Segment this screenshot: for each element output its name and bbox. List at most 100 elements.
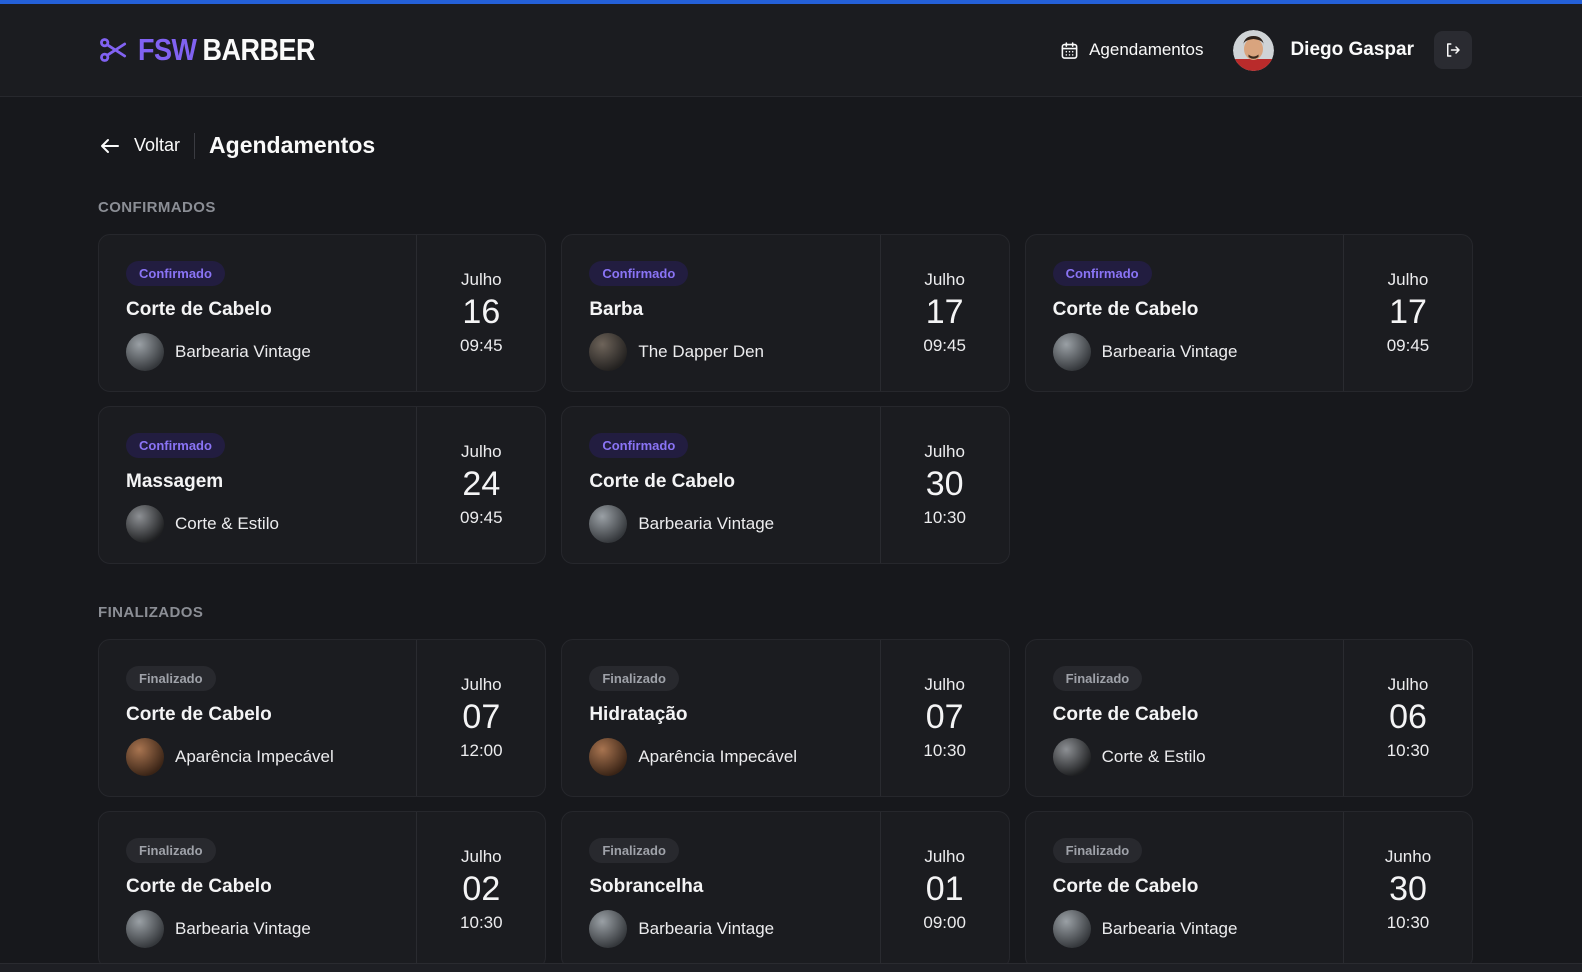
date-month: Julho bbox=[1387, 675, 1429, 695]
status-badge: Finalizado bbox=[126, 666, 216, 691]
date-month: Julho bbox=[461, 675, 502, 695]
barbershop-row: Barbearia Vintage bbox=[126, 910, 416, 948]
back-button[interactable]: Voltar bbox=[98, 134, 180, 158]
logout-button[interactable] bbox=[1434, 31, 1472, 69]
sections: CONFIRMADOS Confirmado Corte de Cabelo B… bbox=[98, 199, 1473, 969]
date-day: 01 bbox=[925, 870, 964, 909]
booking-card[interactable]: Confirmado Barba The Dapper Den Julho 17… bbox=[561, 234, 1010, 392]
service-name: Corte de Cabelo bbox=[1052, 876, 1199, 897]
barbershop-avatar bbox=[1052, 333, 1091, 371]
barbershop-row: Aparência Impecável bbox=[589, 738, 879, 776]
booking-card[interactable]: Finalizado Corte de Cabelo Barbearia Vin… bbox=[1024, 811, 1473, 969]
barbershop-avatar bbox=[1052, 910, 1091, 948]
date-month: Julho bbox=[924, 675, 965, 695]
service-name: Barba bbox=[589, 299, 644, 320]
date-month: Julho bbox=[1387, 270, 1429, 290]
date-month: Julho bbox=[461, 442, 502, 462]
card-info: Confirmado Corte de Cabelo Barbearia Vin… bbox=[99, 235, 416, 391]
barbershop-avatar bbox=[589, 505, 628, 543]
barbershop-avatar bbox=[589, 738, 628, 776]
user-name: Diego Gaspar bbox=[1290, 39, 1414, 60]
breadcrumb-divider bbox=[194, 132, 196, 159]
booking-card[interactable]: Finalizado Hidratação Aparência Impecáve… bbox=[561, 639, 1010, 797]
card-date: Julho 07 12:00 bbox=[416, 640, 545, 796]
date-day: 30 bbox=[1389, 870, 1427, 909]
barbershop-row: Barbearia Vintage bbox=[589, 910, 879, 948]
barbershop-name: Aparência Impecável bbox=[638, 747, 798, 766]
cards-grid: Finalizado Corte de Cabelo Aparência Imp… bbox=[98, 639, 1473, 969]
date-time: 09:45 bbox=[460, 507, 503, 527]
status-badge: Confirmado bbox=[1052, 261, 1152, 286]
booking-card[interactable]: Finalizado Sobrancelha Barbearia Vintage… bbox=[561, 811, 1010, 969]
calendar-icon bbox=[1061, 41, 1078, 59]
back-label: Voltar bbox=[134, 135, 181, 155]
arrow-left-icon bbox=[101, 138, 119, 153]
date-month: Julho bbox=[924, 270, 965, 290]
barbershop-avatar bbox=[589, 333, 628, 371]
service-name: Corte de Cabelo bbox=[589, 471, 736, 492]
status-badge: Confirmado bbox=[126, 261, 225, 286]
date-month: Junho bbox=[1384, 847, 1432, 867]
booking-section: CONFIRMADOS Confirmado Corte de Cabelo B… bbox=[98, 199, 1473, 564]
booking-card[interactable]: Confirmado Corte de Cabelo Barbearia Vin… bbox=[1024, 234, 1473, 392]
barbershop-name: Barbearia Vintage bbox=[175, 919, 311, 938]
status-badge: Finalizado bbox=[126, 838, 216, 863]
section-label: FINALIZADOS bbox=[98, 604, 204, 621]
card-date: Julho 07 10:30 bbox=[879, 640, 1009, 796]
barbershop-avatar bbox=[126, 910, 164, 948]
booking-card[interactable]: Finalizado Corte de Cabelo Corte & Estil… bbox=[1024, 639, 1473, 797]
barbershop-name: Barbearia Vintage bbox=[1101, 919, 1238, 938]
scissors-icon bbox=[100, 38, 127, 62]
card-date: Junho 30 10:30 bbox=[1343, 812, 1472, 968]
barbershop-row: Aparência Impecável bbox=[126, 738, 416, 776]
service-name: Corte de Cabelo bbox=[126, 876, 272, 897]
date-time: 10:30 bbox=[1386, 912, 1430, 932]
app-header: FSW BARBER Agendamentos bbox=[0, 4, 1582, 97]
barbershop-name: Barbearia Vintage bbox=[638, 514, 775, 533]
app-logo[interactable]: FSW BARBER bbox=[98, 33, 316, 68]
nav-agendamentos-label: Agendamentos bbox=[1089, 40, 1204, 59]
date-month: Julho bbox=[924, 847, 965, 867]
card-info: Finalizado Corte de Cabelo Corte & Estil… bbox=[1026, 640, 1343, 796]
main-content: Voltar Agendamentos CONFIRMADOS Confirma… bbox=[0, 97, 1582, 969]
status-badge: Confirmado bbox=[126, 433, 225, 458]
footer-strip bbox=[0, 963, 1582, 972]
date-day: 24 bbox=[462, 465, 501, 504]
barbershop-row: Barbearia Vintage bbox=[1052, 333, 1343, 371]
card-info: Finalizado Corte de Cabelo Barbearia Vin… bbox=[99, 812, 416, 968]
card-info: Finalizado Sobrancelha Barbearia Vintage bbox=[562, 812, 879, 968]
card-date: Julho 30 10:30 bbox=[879, 407, 1009, 563]
barbershop-avatar bbox=[589, 910, 628, 948]
header-right: Agendamentos bbox=[1060, 29, 1472, 71]
barbershop-row: The Dapper Den bbox=[589, 333, 879, 371]
barbershop-row: Corte & Estilo bbox=[126, 505, 416, 543]
date-day: 07 bbox=[925, 698, 964, 737]
booking-card[interactable]: Confirmado Corte de Cabelo Barbearia Vin… bbox=[98, 234, 547, 392]
user-avatar[interactable] bbox=[1233, 29, 1275, 71]
card-info: Confirmado Barba The Dapper Den bbox=[562, 235, 879, 391]
card-date: Julho 01 09:00 bbox=[879, 812, 1009, 968]
date-month: Julho bbox=[461, 847, 502, 867]
card-info: Confirmado Corte de Cabelo Barbearia Vin… bbox=[562, 407, 879, 563]
nav-agendamentos[interactable]: Agendamentos bbox=[1060, 40, 1203, 60]
service-name: Corte de Cabelo bbox=[1052, 704, 1199, 725]
date-day: 06 bbox=[1389, 698, 1427, 737]
card-date: Julho 17 09:45 bbox=[1343, 235, 1472, 391]
booking-card[interactable]: Finalizado Corte de Cabelo Barbearia Vin… bbox=[98, 811, 547, 969]
barbershop-name: The Dapper Den bbox=[638, 342, 765, 361]
breadcrumb: Voltar Agendamentos bbox=[98, 132, 1473, 159]
date-day: 16 bbox=[462, 293, 501, 332]
logo-text: FSW BARBER bbox=[138, 33, 316, 68]
card-date: Julho 16 09:45 bbox=[416, 235, 545, 391]
booking-card[interactable]: Confirmado Corte de Cabelo Barbearia Vin… bbox=[561, 406, 1010, 564]
card-date: Julho 24 09:45 bbox=[416, 407, 545, 563]
booking-section: FINALIZADOS Finalizado Corte de Cabelo A… bbox=[98, 604, 1473, 969]
barbershop-avatar bbox=[126, 505, 164, 543]
booking-card[interactable]: Confirmado Massagem Corte & Estilo Julho… bbox=[98, 406, 547, 564]
status-badge: Finalizado bbox=[589, 838, 679, 863]
booking-card[interactable]: Finalizado Corte de Cabelo Aparência Imp… bbox=[98, 639, 547, 797]
date-day: 02 bbox=[462, 870, 501, 909]
date-month: Julho bbox=[461, 270, 502, 290]
barbershop-row: Barbearia Vintage bbox=[1052, 910, 1343, 948]
